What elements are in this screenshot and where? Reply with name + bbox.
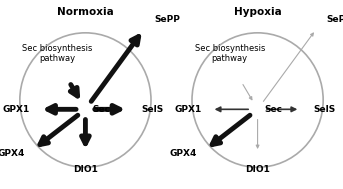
Text: Sec: Sec <box>264 105 282 114</box>
Text: Sec: Sec <box>92 105 110 114</box>
Text: DIO1: DIO1 <box>73 165 98 174</box>
Text: SelS: SelS <box>314 105 335 114</box>
Text: Normoxia: Normoxia <box>57 7 114 17</box>
Text: DIO1: DIO1 <box>245 165 270 174</box>
Text: GPX1: GPX1 <box>175 105 202 114</box>
Text: Hypoxia: Hypoxia <box>234 7 282 17</box>
Text: Sec biosynthesis
pathway: Sec biosynthesis pathway <box>22 44 93 64</box>
Text: GPX4: GPX4 <box>0 149 25 158</box>
Text: Sec biosynthesis
pathway: Sec biosynthesis pathway <box>194 44 265 64</box>
Text: SelS: SelS <box>141 105 163 114</box>
Text: SePP: SePP <box>327 15 343 24</box>
Text: SePP: SePP <box>154 15 180 24</box>
Text: GPX1: GPX1 <box>2 105 29 114</box>
Text: GPX4: GPX4 <box>169 149 197 158</box>
